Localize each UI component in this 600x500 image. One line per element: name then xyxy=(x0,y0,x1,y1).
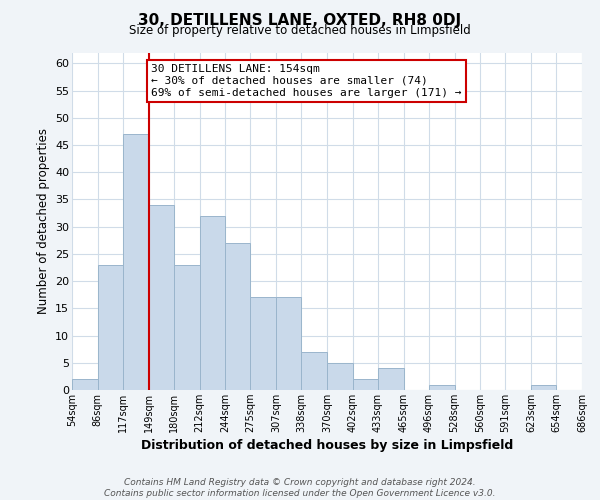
Bar xyxy=(327,363,353,390)
X-axis label: Distribution of detached houses by size in Limpsfield: Distribution of detached houses by size … xyxy=(141,439,513,452)
Bar xyxy=(149,205,173,390)
Bar xyxy=(531,384,556,390)
Text: 30, DETILLENS LANE, OXTED, RH8 0DJ: 30, DETILLENS LANE, OXTED, RH8 0DJ xyxy=(139,12,461,28)
Bar xyxy=(72,379,98,390)
Bar xyxy=(199,216,226,390)
Text: 30 DETILLENS LANE: 154sqm
← 30% of detached houses are smaller (74)
69% of semi-: 30 DETILLENS LANE: 154sqm ← 30% of detac… xyxy=(151,64,461,98)
Bar xyxy=(301,352,327,390)
Bar xyxy=(250,298,276,390)
Bar xyxy=(276,298,301,390)
Bar xyxy=(173,265,199,390)
Text: Size of property relative to detached houses in Limpsfield: Size of property relative to detached ho… xyxy=(129,24,471,37)
Bar xyxy=(98,265,123,390)
Bar xyxy=(226,243,250,390)
Text: Contains HM Land Registry data © Crown copyright and database right 2024.
Contai: Contains HM Land Registry data © Crown c… xyxy=(104,478,496,498)
Y-axis label: Number of detached properties: Number of detached properties xyxy=(37,128,50,314)
Bar xyxy=(123,134,149,390)
Bar xyxy=(353,379,378,390)
Bar xyxy=(378,368,404,390)
Bar xyxy=(428,384,455,390)
